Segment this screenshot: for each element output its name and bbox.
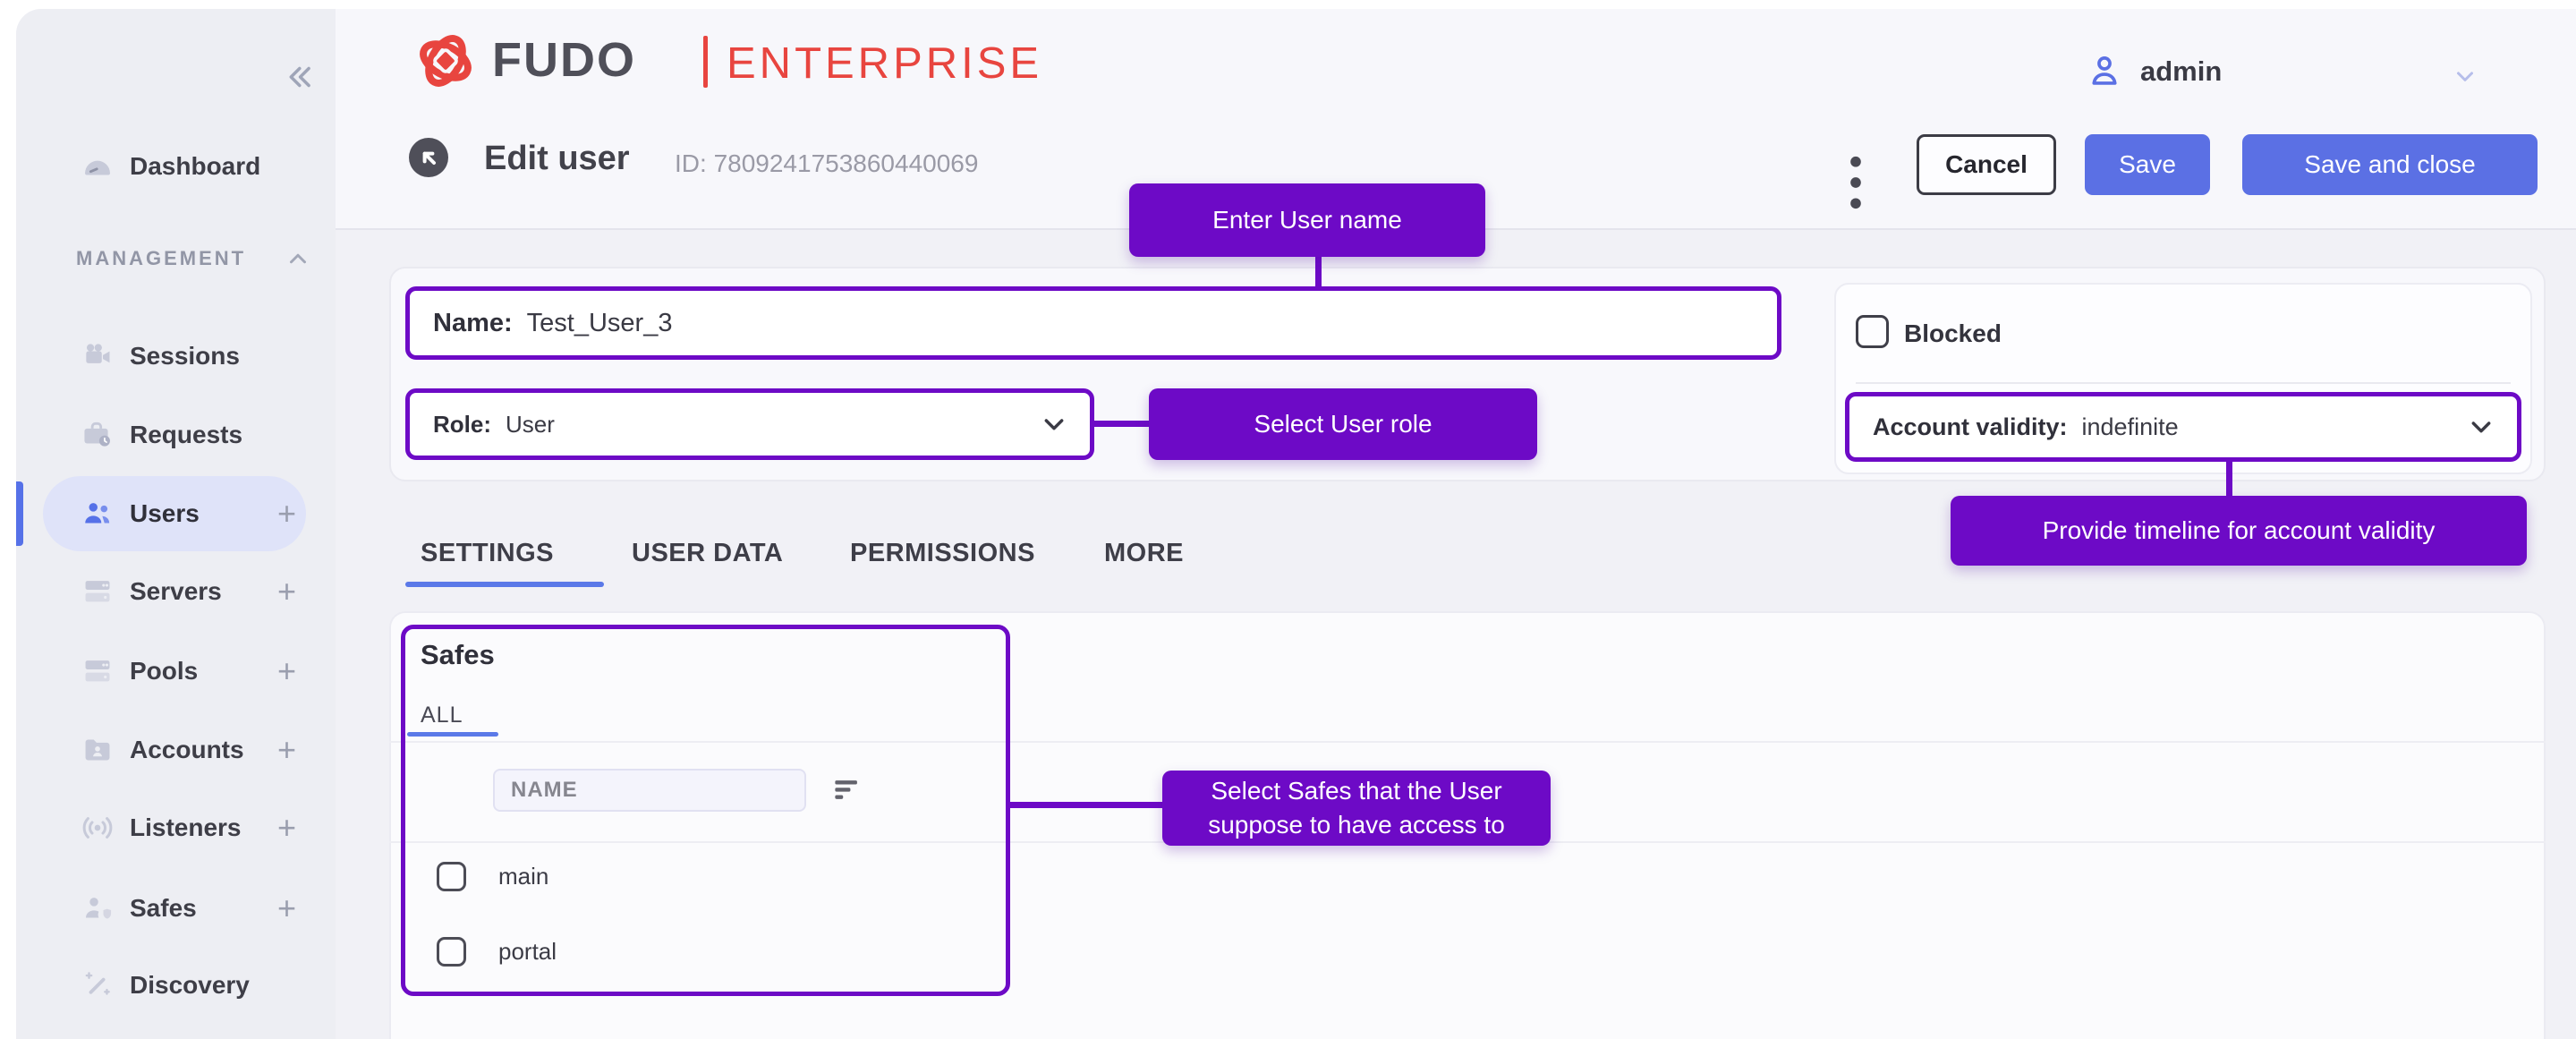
add-user-button[interactable]: + bbox=[277, 495, 297, 532]
role-value: User bbox=[506, 410, 555, 438]
sidebar-item-label: Servers bbox=[130, 577, 222, 605]
cancel-button[interactable]: Cancel bbox=[1917, 134, 2056, 195]
card-divider bbox=[1856, 382, 2511, 384]
safe-checkbox[interactable] bbox=[437, 861, 466, 891]
validity-label: Account validity: bbox=[1873, 413, 2068, 440]
safes-name-filter-input[interactable] bbox=[493, 769, 806, 812]
sidebar-item-label: Users bbox=[130, 499, 200, 527]
safe-checkbox[interactable] bbox=[437, 936, 466, 967]
app-frame: Dashboard MANAGEMENT Sessions Requests bbox=[16, 9, 2576, 1039]
validity-value: indefinite bbox=[2081, 413, 2179, 440]
section-label: MANAGEMENT bbox=[76, 247, 247, 269]
chevron-down-icon bbox=[1040, 410, 1068, 439]
safe-row-portal: portal bbox=[437, 930, 557, 973]
safes-tab-all[interactable]: ALL bbox=[421, 703, 463, 728]
sidebar-item-label: Sessions bbox=[130, 342, 240, 370]
tab-user-data[interactable]: USER DATA bbox=[632, 539, 784, 567]
users-icon bbox=[81, 497, 115, 531]
user-shield-icon bbox=[81, 891, 115, 925]
sort-icon[interactable] bbox=[832, 777, 863, 804]
account-validity-select[interactable]: Account validity: indefinite bbox=[1845, 392, 2521, 462]
sidebar-selected-pill bbox=[43, 476, 306, 551]
sidebar-item-requests[interactable]: Requests bbox=[16, 396, 336, 474]
add-safe-button[interactable]: + bbox=[277, 890, 297, 926]
table-divider bbox=[389, 741, 2546, 743]
sidebar-item-label: Requests bbox=[130, 421, 243, 448]
name-value: Test_User_3 bbox=[526, 308, 673, 337]
brand-separator bbox=[703, 36, 708, 88]
id-label: ID: bbox=[675, 149, 707, 177]
back-button[interactable] bbox=[407, 136, 450, 179]
name-input[interactable]: Name: Test_User_3 bbox=[405, 286, 1781, 360]
sidebar-item-safes[interactable]: Safes + bbox=[16, 869, 336, 948]
annotation-select-user-role: Select User role bbox=[1149, 388, 1537, 460]
user-avatar-icon bbox=[2085, 51, 2124, 90]
annotation-connector bbox=[1315, 257, 1322, 289]
annotation-select-safes: Select Safes that the User suppose to ha… bbox=[1162, 771, 1551, 846]
sidebar-item-listeners[interactable]: Listeners + bbox=[16, 788, 336, 867]
more-actions-kebab-icon[interactable] bbox=[1843, 154, 1868, 211]
name-label: Name: bbox=[433, 308, 513, 337]
sidebar: Dashboard MANAGEMENT Sessions Requests bbox=[16, 9, 336, 1039]
sidebar-item-users[interactable]: Users + bbox=[16, 474, 336, 553]
sidebar-item-label: Discovery bbox=[130, 971, 250, 999]
id-value: 7809241753860440069 bbox=[713, 149, 979, 177]
save-button[interactable]: Save bbox=[2085, 134, 2210, 195]
user-menu-chevron-down-icon[interactable] bbox=[2452, 63, 2478, 89]
brand-name: FUDO bbox=[492, 33, 636, 87]
annotation-connector bbox=[1010, 802, 1162, 808]
annotation-connector bbox=[2226, 462, 2232, 505]
add-account-button[interactable]: + bbox=[277, 731, 297, 768]
server-stack-icon bbox=[81, 654, 115, 688]
tab-more[interactable]: MORE bbox=[1104, 539, 1184, 567]
collapse-sidebar-icon[interactable] bbox=[282, 60, 316, 94]
gauge-icon bbox=[81, 149, 115, 183]
briefcase-clock-icon bbox=[81, 418, 115, 452]
page-title: Edit user bbox=[484, 140, 630, 177]
safe-row-main: main bbox=[437, 855, 548, 898]
blocked-checkbox[interactable] bbox=[1856, 315, 1889, 348]
brand-edition: ENTERPRISE bbox=[727, 39, 1043, 88]
tab-permissions[interactable]: PERMISSIONS bbox=[850, 539, 1035, 567]
sidebar-section-management[interactable]: MANAGEMENT bbox=[16, 230, 336, 287]
sidebar-item-label: Accounts bbox=[130, 736, 244, 763]
tab-settings[interactable]: SETTINGS bbox=[421, 539, 555, 567]
sidebar-item-label: Safes bbox=[130, 894, 197, 922]
sidebar-active-indicator bbox=[16, 481, 23, 546]
annotation-connector bbox=[1094, 421, 1149, 427]
logged-in-user: admin bbox=[2140, 55, 2223, 87]
server-icon bbox=[81, 575, 115, 609]
sidebar-item-discovery[interactable]: Discovery bbox=[16, 946, 336, 1025]
role-select[interactable]: Role: User bbox=[405, 388, 1094, 460]
fudo-logo-icon bbox=[412, 27, 480, 95]
sidebar-item-pools[interactable]: Pools + bbox=[16, 632, 336, 711]
sidebar-item-label: Pools bbox=[130, 657, 199, 685]
magic-wand-icon bbox=[81, 968, 115, 1002]
broadcast-icon bbox=[81, 811, 115, 845]
annotation-account-validity: Provide timeline for account validity bbox=[1951, 496, 2527, 566]
chevron-down-icon bbox=[2467, 413, 2495, 441]
add-pool-button[interactable]: + bbox=[277, 652, 297, 689]
save-and-close-button[interactable]: Save and close bbox=[2242, 134, 2538, 195]
safes-active-tab-indicator bbox=[407, 732, 498, 737]
sidebar-item-dashboard[interactable]: Dashboard bbox=[16, 127, 336, 206]
video-camera-icon bbox=[81, 339, 115, 373]
chevron-up-icon bbox=[285, 245, 311, 272]
folder-user-icon bbox=[81, 733, 115, 767]
sidebar-item-servers[interactable]: Servers + bbox=[16, 552, 336, 631]
sidebar-item-sessions[interactable]: Sessions bbox=[16, 317, 336, 396]
safe-name: portal bbox=[498, 937, 557, 965]
blocked-label: Blocked bbox=[1904, 319, 2002, 347]
annotation-enter-user-name: Enter User name bbox=[1129, 183, 1485, 257]
sidebar-item-label: Dashboard bbox=[130, 152, 261, 180]
add-server-button[interactable]: + bbox=[277, 573, 297, 609]
safe-name: main bbox=[498, 862, 549, 890]
add-listener-button[interactable]: + bbox=[277, 809, 297, 846]
sidebar-item-accounts[interactable]: Accounts + bbox=[16, 711, 336, 789]
safes-title: Safes bbox=[421, 639, 495, 670]
active-tab-indicator bbox=[405, 582, 604, 587]
record-id: ID: 7809241753860440069 bbox=[675, 149, 978, 178]
role-label: Role: bbox=[433, 410, 491, 438]
sidebar-item-label: Listeners bbox=[130, 813, 242, 841]
